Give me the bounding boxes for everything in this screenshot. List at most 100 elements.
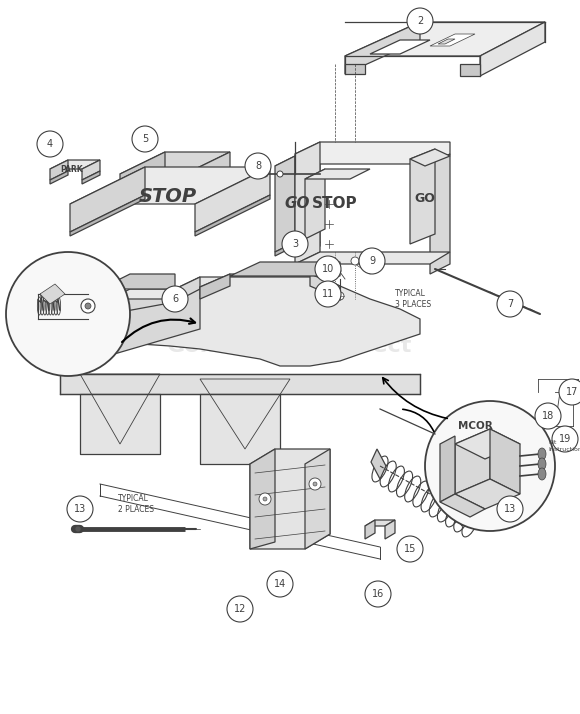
Polygon shape — [275, 156, 295, 252]
Polygon shape — [200, 274, 230, 299]
Polygon shape — [50, 160, 68, 180]
Polygon shape — [305, 169, 325, 239]
Circle shape — [407, 8, 433, 34]
Polygon shape — [70, 195, 145, 236]
Polygon shape — [370, 40, 430, 54]
Text: 12: 12 — [234, 604, 246, 614]
Text: 4: 4 — [47, 139, 53, 149]
Polygon shape — [410, 149, 435, 244]
Polygon shape — [200, 394, 280, 464]
Circle shape — [267, 571, 293, 597]
Polygon shape — [305, 449, 330, 549]
Polygon shape — [82, 171, 100, 184]
Polygon shape — [365, 520, 375, 539]
Circle shape — [277, 171, 283, 177]
Circle shape — [85, 303, 91, 309]
Polygon shape — [345, 22, 545, 56]
Text: 17: 17 — [566, 387, 578, 397]
Text: 18: 18 — [542, 411, 554, 421]
Polygon shape — [305, 169, 370, 179]
Polygon shape — [460, 64, 480, 76]
Text: 3: 3 — [292, 239, 298, 249]
Polygon shape — [80, 394, 160, 454]
Polygon shape — [430, 34, 475, 46]
Ellipse shape — [538, 468, 546, 480]
Text: 11: 11 — [322, 289, 334, 299]
Circle shape — [359, 248, 385, 274]
Circle shape — [262, 171, 268, 177]
Polygon shape — [365, 520, 395, 526]
Polygon shape — [275, 242, 295, 256]
Circle shape — [6, 252, 130, 376]
Polygon shape — [295, 252, 450, 264]
Polygon shape — [185, 152, 230, 196]
Polygon shape — [80, 314, 110, 344]
Polygon shape — [455, 479, 520, 509]
Circle shape — [259, 493, 271, 505]
Text: 8: 8 — [255, 161, 261, 171]
Polygon shape — [490, 429, 520, 494]
Polygon shape — [275, 156, 320, 166]
Polygon shape — [70, 167, 270, 204]
Polygon shape — [385, 520, 395, 539]
Polygon shape — [120, 174, 165, 200]
Circle shape — [425, 401, 555, 531]
Text: GO: GO — [415, 193, 436, 206]
Text: 9: 9 — [369, 256, 375, 266]
Text: 15: 15 — [404, 544, 416, 554]
Circle shape — [162, 286, 188, 312]
Circle shape — [335, 268, 341, 274]
Polygon shape — [440, 436, 455, 502]
Circle shape — [365, 581, 391, 607]
Circle shape — [351, 257, 359, 265]
Text: 13: 13 — [504, 504, 516, 514]
Polygon shape — [100, 274, 175, 289]
Polygon shape — [250, 449, 330, 549]
Polygon shape — [82, 160, 100, 180]
Circle shape — [397, 536, 423, 562]
Polygon shape — [345, 64, 365, 74]
Text: 2: 2 — [417, 16, 423, 26]
Polygon shape — [455, 429, 520, 459]
Polygon shape — [80, 277, 200, 326]
Circle shape — [67, 496, 93, 522]
Circle shape — [336, 292, 344, 300]
Circle shape — [559, 379, 580, 405]
Circle shape — [132, 126, 158, 152]
Polygon shape — [120, 152, 165, 196]
Circle shape — [535, 403, 561, 429]
Circle shape — [497, 291, 523, 317]
Polygon shape — [185, 174, 230, 200]
Polygon shape — [200, 274, 340, 299]
Polygon shape — [452, 496, 468, 526]
Polygon shape — [430, 154, 450, 274]
Text: STOP: STOP — [139, 186, 197, 206]
Polygon shape — [345, 22, 420, 74]
Polygon shape — [60, 324, 80, 374]
Text: TYPICAL
2 PLACES: TYPICAL 2 PLACES — [118, 493, 154, 514]
Polygon shape — [410, 149, 450, 166]
Polygon shape — [60, 277, 420, 366]
Text: 6: 6 — [172, 294, 178, 304]
Text: 5: 5 — [142, 134, 148, 144]
Polygon shape — [70, 167, 145, 232]
Text: 10: 10 — [322, 264, 334, 274]
Circle shape — [37, 131, 63, 157]
Polygon shape — [480, 22, 545, 76]
Polygon shape — [230, 262, 340, 276]
Circle shape — [81, 299, 95, 313]
Circle shape — [263, 497, 267, 501]
Polygon shape — [371, 449, 386, 479]
Ellipse shape — [538, 458, 546, 470]
Polygon shape — [80, 289, 200, 364]
Circle shape — [315, 281, 341, 307]
Polygon shape — [250, 449, 275, 549]
Text: Kit
Instruction: Kit Instruction — [548, 441, 580, 452]
Text: MCOR: MCOR — [458, 421, 492, 431]
Polygon shape — [300, 156, 320, 252]
Polygon shape — [295, 142, 320, 264]
Polygon shape — [295, 142, 450, 164]
Circle shape — [227, 596, 253, 622]
Polygon shape — [195, 167, 270, 232]
Circle shape — [309, 478, 321, 490]
